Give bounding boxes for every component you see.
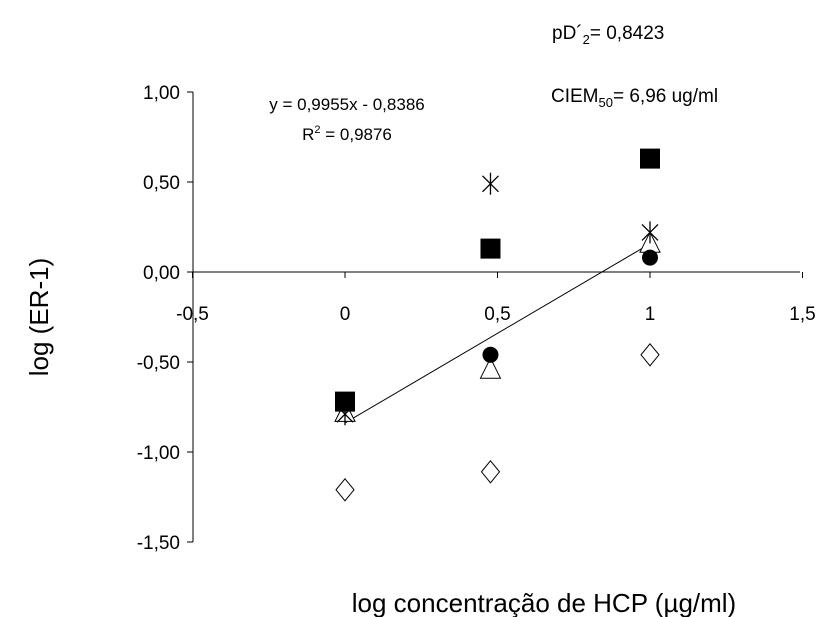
x-tick-label: 0,5 [484,304,510,325]
y-tick-label: 0,50 [143,173,180,194]
asterisk-marker [336,403,354,426]
y-tick-label: -0,50 [137,353,180,374]
r2-label: R [302,125,314,144]
equation-annotation: y = 0,9955x - 0,8386 [269,95,424,114]
circle-marker [642,249,658,266]
ciem-label: CIEM [551,86,599,107]
y-axis-title: log (ER-1) [24,258,54,376]
ciem-value: = 6,96 ug/ml [613,86,718,107]
asterisk-marker [641,221,659,244]
square-marker [640,148,660,169]
pd2-value: = 0,8423 [590,23,665,44]
asterisk-marker [482,172,499,195]
square-marker [480,238,501,259]
diamond-marker [480,460,501,484]
circle-marker [482,346,499,363]
trendline [344,243,651,424]
x-tick-label: 1,5 [789,304,815,325]
y-tick-label: 0,00 [143,263,180,284]
diamond-marker [335,478,355,502]
r2-annotation: R2 = 0,9876 [302,124,392,144]
x-axis-title: log concentração de HCP (µg/ml) [352,588,736,617]
x-ticks: -0,5 0 0,5 1 1,5 [176,272,816,325]
pd2-annotation: pD´2= 0,8423 [552,23,664,47]
y-tick-label: 1,00 [143,83,180,104]
y-tick-label: -1,00 [137,443,180,464]
y-tick-label: -1,50 [137,533,180,554]
diamond-marker [640,343,660,367]
pd2-sub: 2 [583,32,590,47]
axes [192,92,800,542]
y-ticks: 1,00 0,50 0,00 -0,50 -1,00 -1,50 [137,83,193,554]
ciem-annotation: CIEM50= 6,96 ug/ml [551,86,718,110]
square-marker [335,391,355,412]
data-points [334,148,661,502]
x-tick-label: -0,5 [176,304,209,325]
pd2-label: pD´ [552,23,583,44]
x-tick-label: 0 [340,304,351,325]
trendline-segment [344,243,651,424]
ciem-sub: 50 [599,95,613,110]
r2-value: = 0,9876 [321,125,392,144]
x-tick-label: 1 [645,304,656,325]
triangle-marker [479,357,502,379]
r2-sup: 2 [314,124,320,136]
